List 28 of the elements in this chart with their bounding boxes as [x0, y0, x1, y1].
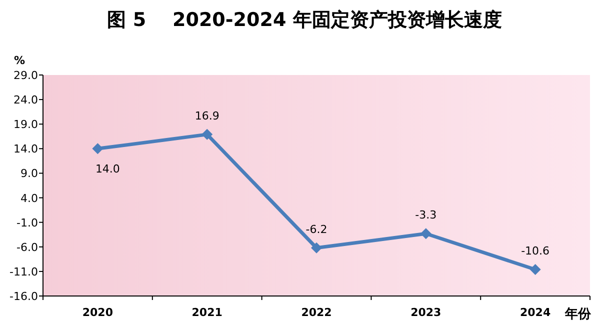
y-tick-label: 29.0: [14, 69, 38, 82]
data-label: 16.9: [194, 109, 220, 122]
chart-title: 图 5 2020-2024 年固定资产投资增长速度: [107, 9, 502, 31]
data-label: 14.0: [95, 162, 120, 176]
point: [92, 143, 104, 154]
x-axis-title: 年份: [564, 307, 592, 322]
y-tick-label: 9.0: [20, 167, 38, 180]
x-tick-label: 2024: [520, 306, 551, 319]
y-tick-label: 14.0: [14, 142, 38, 156]
data-label: -10.6: [521, 244, 550, 258]
point: [530, 264, 541, 275]
data-label: -6.2: [306, 222, 328, 236]
y-tick-label: -11.0: [10, 265, 38, 278]
x-tick-label: 2021: [192, 306, 222, 319]
y-tick-label: 19.0: [14, 118, 38, 132]
x-tick-label: 2022: [301, 306, 332, 319]
point: [420, 228, 432, 240]
point: [202, 128, 213, 140]
data-label: -3.3: [415, 208, 437, 222]
y-tick-label: -1.0: [16, 216, 38, 230]
y-axis-title: %: [14, 54, 26, 67]
point: [311, 242, 322, 254]
x-tick-label: 2023: [410, 306, 442, 319]
y-tick-label: 24.0: [14, 94, 38, 107]
y-tick-label: -16.0: [10, 290, 38, 303]
y-tick-label: 4.0: [20, 192, 38, 205]
x-tick-label: 2020: [82, 306, 114, 319]
y-tick-label: -6.0: [16, 240, 38, 254]
